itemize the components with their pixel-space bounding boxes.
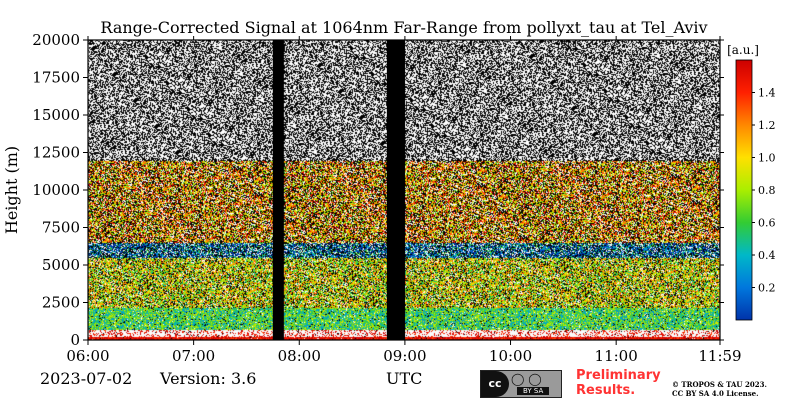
plot-area — [88, 40, 720, 340]
preliminary-results-label: Preliminary Results. — [576, 368, 661, 398]
colorbar-scale — [735, 59, 753, 321]
x-tick-label-2: 08:00 — [278, 347, 321, 365]
colorbar-tick-label-3: 0.8 — [758, 184, 776, 197]
x-tick-label-3: 09:00 — [383, 347, 426, 365]
y-tick-label-6: 15000 — [32, 106, 80, 124]
cc-logo-icon: cc — [481, 371, 509, 397]
x-tick-label-1: 07:00 — [172, 347, 215, 365]
x-tick-label-6: 11:59 — [698, 347, 741, 365]
x-axis-label: UTC — [386, 369, 423, 388]
y-tick-label-1: 2500 — [42, 294, 80, 312]
y-tick-label-7: 17500 — [32, 69, 80, 87]
y-tick-label-4: 10000 — [32, 181, 80, 199]
y-tick-label-5: 12500 — [32, 144, 80, 162]
x-tick-label-5: 11:00 — [595, 347, 638, 365]
y-tick-label-2: 5000 — [42, 256, 80, 274]
footer-version: Version: 3.6 — [160, 369, 257, 388]
colorbar-tick-label-1: 0.4 — [758, 249, 776, 262]
copyright-notice: © TROPOS & TAU 2023. CC BY SA 4.0 License… — [672, 380, 767, 398]
colorbar-tick-label-4: 1.0 — [758, 152, 776, 165]
colorbar-tick-label-6: 1.4 — [758, 87, 776, 100]
y-axis-label: Height (m) — [2, 146, 21, 234]
y-tick-label-8: 20000 — [32, 31, 80, 49]
data-gap-0 — [272, 40, 284, 340]
colorbar-tick-label-2: 0.6 — [758, 217, 776, 230]
x-tick-label-0: 06:00 — [66, 347, 109, 365]
y-tick-label-3: 7500 — [42, 219, 80, 237]
axes: 0 2500 5000 7500 10000 12500 15000 17500 20000 06… — [32, 31, 741, 365]
colorbar: 0.2 0.4 0.6 0.8 1.0 1.2 1.4 — [735, 59, 776, 321]
x-tick-label-4: 10:00 — [489, 347, 532, 365]
license-badge: cc ◯ ◯ BY SA — [480, 370, 562, 398]
chart-title: Range-Corrected Signal at 1064nm Far-Ran… — [100, 18, 707, 37]
colorbar-tick-label-5: 1.2 — [758, 119, 776, 132]
y-tick-label-0: 0 — [70, 331, 80, 349]
colorbar-label: [a.u.] — [727, 43, 759, 57]
license-parts: BY SA — [517, 387, 550, 395]
colorbar-tick-label-0: 0.2 — [758, 282, 776, 295]
license-icons: ◯ ◯ — [511, 372, 542, 386]
data-gap-1 — [386, 40, 405, 340]
footer-date: 2023-07-02 — [40, 369, 133, 388]
